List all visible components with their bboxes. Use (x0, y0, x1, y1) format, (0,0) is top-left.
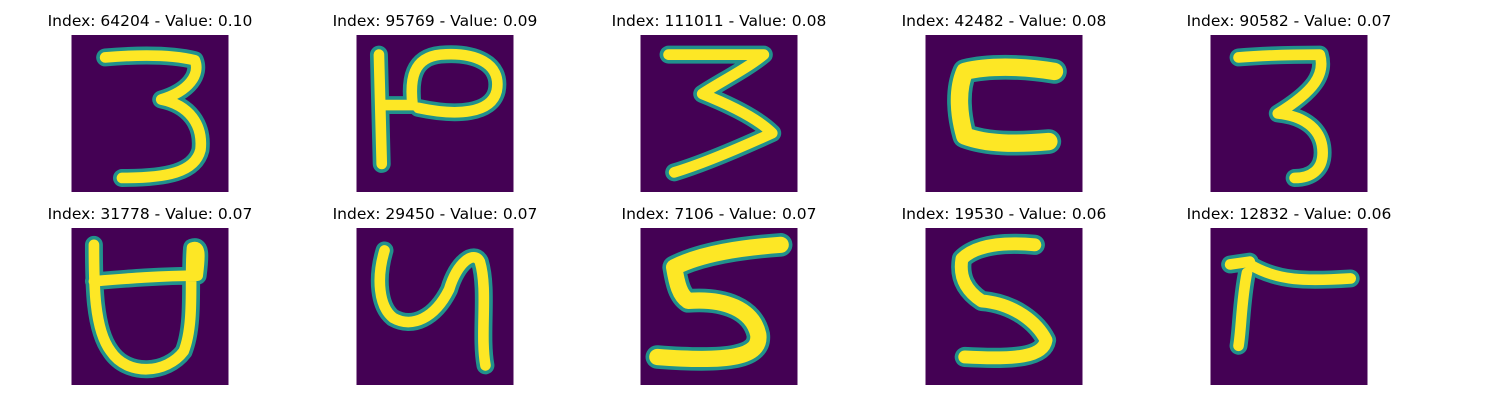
sample-title: Index: 31778 - Value: 0.07 (47, 205, 253, 223)
sample-cell-10: Index: 12832 - Value: 0.06 (1139, 193, 1439, 386)
sample-title: Index: 29450 - Value: 0.07 (332, 205, 538, 223)
sample-title: Index: 111011 - Value: 0.08 (611, 12, 827, 30)
sample-cell-3: Index: 111011 - Value: 0.08 (569, 0, 869, 193)
sample-cell-2: Index: 95769 - Value: 0.09 (285, 0, 585, 193)
sample-cell-9: Index: 19530 - Value: 0.06 (854, 193, 1154, 386)
sample-cell-7: Index: 29450 - Value: 0.07 (285, 193, 585, 386)
digit-image (640, 35, 798, 192)
sample-cell-6: Index: 31778 - Value: 0.07 (0, 193, 300, 386)
sample-title: Index: 95769 - Value: 0.09 (332, 12, 538, 30)
digit-image (925, 35, 1083, 192)
sample-cell-5: Index: 90582 - Value: 0.07 (1139, 0, 1439, 193)
digit-image (71, 35, 229, 192)
sample-title: Index: 90582 - Value: 0.07 (1186, 12, 1392, 30)
digit-image (1210, 35, 1368, 192)
sample-title: Index: 19530 - Value: 0.06 (901, 205, 1107, 223)
sample-title: Index: 42482 - Value: 0.08 (901, 12, 1107, 30)
digit-image (1210, 228, 1368, 385)
digit-image (356, 228, 514, 385)
digit-image (71, 228, 229, 385)
digit-image (356, 35, 514, 192)
digit-image (925, 228, 1083, 385)
sample-cell-4: Index: 42482 - Value: 0.08 (854, 0, 1154, 193)
sample-title: Index: 7106 - Value: 0.07 (621, 205, 817, 223)
sample-cell-1: Index: 64204 - Value: 0.10 (0, 0, 300, 193)
sample-cell-8: Index: 7106 - Value: 0.07 (569, 193, 869, 386)
sample-title: Index: 12832 - Value: 0.06 (1186, 205, 1392, 223)
sample-title: Index: 64204 - Value: 0.10 (47, 12, 253, 30)
digit-image (640, 228, 798, 385)
